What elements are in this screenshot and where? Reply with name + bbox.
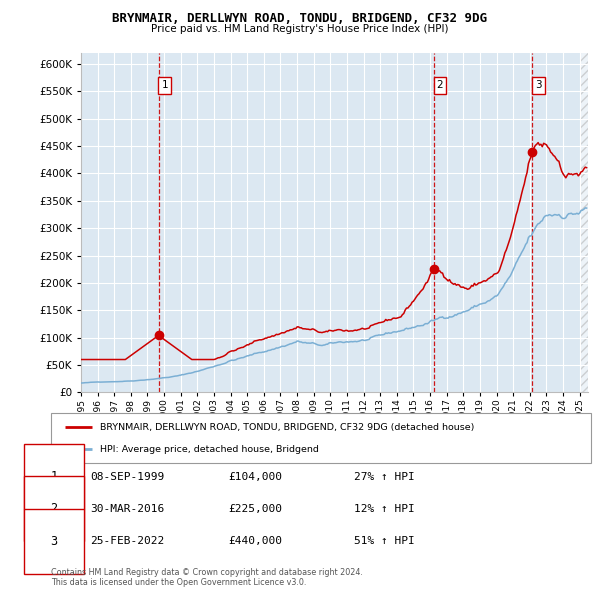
Text: 1: 1	[161, 80, 168, 90]
Text: £104,000: £104,000	[228, 472, 282, 481]
Text: 1: 1	[50, 470, 58, 483]
Text: 3: 3	[50, 535, 58, 548]
Bar	[580, 53, 588, 392]
Text: 51% ↑ HPI: 51% ↑ HPI	[354, 536, 415, 546]
Text: Price paid vs. HM Land Registry's House Price Index (HPI): Price paid vs. HM Land Registry's House …	[151, 24, 449, 34]
Text: BRYNMAIR, DERLLWYN ROAD, TONDU, BRIDGEND, CF32 9DG: BRYNMAIR, DERLLWYN ROAD, TONDU, BRIDGEND…	[113, 12, 487, 25]
Text: 08-SEP-1999: 08-SEP-1999	[90, 472, 164, 481]
Text: 27% ↑ HPI: 27% ↑ HPI	[354, 472, 415, 481]
Text: 3: 3	[535, 80, 541, 90]
Text: £440,000: £440,000	[228, 536, 282, 546]
Text: BRYNMAIR, DERLLWYN ROAD, TONDU, BRIDGEND, CF32 9DG (detached house): BRYNMAIR, DERLLWYN ROAD, TONDU, BRIDGEND…	[100, 422, 474, 431]
Text: 2: 2	[50, 502, 58, 515]
Text: 2: 2	[437, 80, 443, 90]
Text: £225,000: £225,000	[228, 504, 282, 513]
Text: 12% ↑ HPI: 12% ↑ HPI	[354, 504, 415, 513]
FancyBboxPatch shape	[51, 413, 591, 463]
Text: 25-FEB-2022: 25-FEB-2022	[90, 536, 164, 546]
Text: Contains HM Land Registry data © Crown copyright and database right 2024.
This d: Contains HM Land Registry data © Crown c…	[51, 568, 363, 587]
Text: 30-MAR-2016: 30-MAR-2016	[90, 504, 164, 513]
Text: HPI: Average price, detached house, Bridgend: HPI: Average price, detached house, Brid…	[100, 445, 319, 454]
